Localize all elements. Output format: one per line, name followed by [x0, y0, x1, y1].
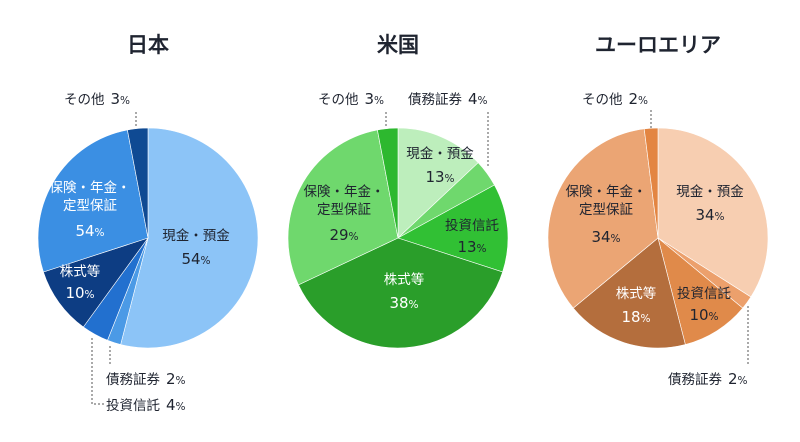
- label-eu-fund: 投資信託: [677, 286, 731, 302]
- leader-lines: [91, 110, 749, 405]
- pie-euro: [547, 127, 769, 349]
- pie-slice-cash: [120, 127, 259, 349]
- label-jp-debt: 債務証券 2%: [106, 370, 186, 388]
- chart-title-japan: 日本: [127, 33, 169, 57]
- label-eu-insurance-1: 保険・年金・: [566, 184, 647, 200]
- value-us-cash: 13%: [425, 168, 454, 186]
- label-jp-stocks: 株式等: [60, 263, 101, 280]
- pie-slice-fund: [397, 184, 509, 273]
- label-jp-cash: 現金・預金: [162, 228, 230, 244]
- value-eu-insurance: 34%: [591, 228, 620, 246]
- label-eu-stocks: 株式等: [616, 285, 657, 302]
- pie-slice-other: [377, 127, 399, 239]
- pie-slice-cash: [397, 127, 479, 239]
- label-us-insurance-1: 保険・年金・: [304, 184, 385, 200]
- pie-slice-insurance: [547, 128, 659, 309]
- value-eu-fund: 10%: [689, 306, 718, 324]
- label-us-fund: 投資信託: [445, 218, 499, 234]
- label-us-debt: 債務証券 4%: [408, 90, 488, 108]
- chart-title-euro: ユーロエリア: [595, 33, 721, 57]
- label-jp-fund: 投資信託 4%: [106, 396, 186, 414]
- pie-slice-stocks: [572, 237, 686, 349]
- label-us-stocks: 株式等: [384, 271, 425, 288]
- value-jp-cash: 54%: [181, 250, 210, 268]
- value-us-stocks: 38%: [389, 294, 418, 312]
- value-jp-insurance: 54%: [75, 222, 104, 240]
- pie-slice-other: [127, 127, 149, 239]
- label-eu-cash: 現金・預金: [676, 184, 744, 200]
- pie-slice-insurance: [37, 129, 149, 273]
- label-eu-other: その他 2%: [582, 90, 648, 108]
- pie-us: [287, 127, 509, 349]
- label-us-other: その他 3%: [318, 90, 384, 108]
- pie-slice-other: [643, 127, 659, 239]
- label-jp-insurance-2: 定型保証: [63, 198, 117, 214]
- value-eu-stocks: 18%: [621, 308, 650, 326]
- value-jp-stocks: 10%: [65, 284, 94, 302]
- label-eu-debt: 債務証券 2%: [668, 370, 748, 388]
- pie-slice-stocks: [298, 237, 503, 349]
- label-us-insurance-2: 定型保証: [317, 202, 371, 218]
- label-us-cash: 現金・預金: [406, 146, 474, 162]
- pie-slice-insurance: [287, 129, 399, 286]
- value-us-fund: 13%: [457, 238, 486, 256]
- pie-slice-cash: [657, 127, 769, 298]
- label-jp-other: その他 3%: [64, 90, 130, 108]
- pie-japan: [37, 127, 259, 349]
- label-eu-insurance-2: 定型保証: [579, 202, 633, 218]
- value-us-insurance: 29%: [329, 226, 358, 244]
- value-eu-cash: 34%: [695, 206, 724, 224]
- chart-title-us: 米国: [377, 33, 419, 57]
- label-jp-insurance-1: 保険・年金・: [50, 180, 131, 196]
